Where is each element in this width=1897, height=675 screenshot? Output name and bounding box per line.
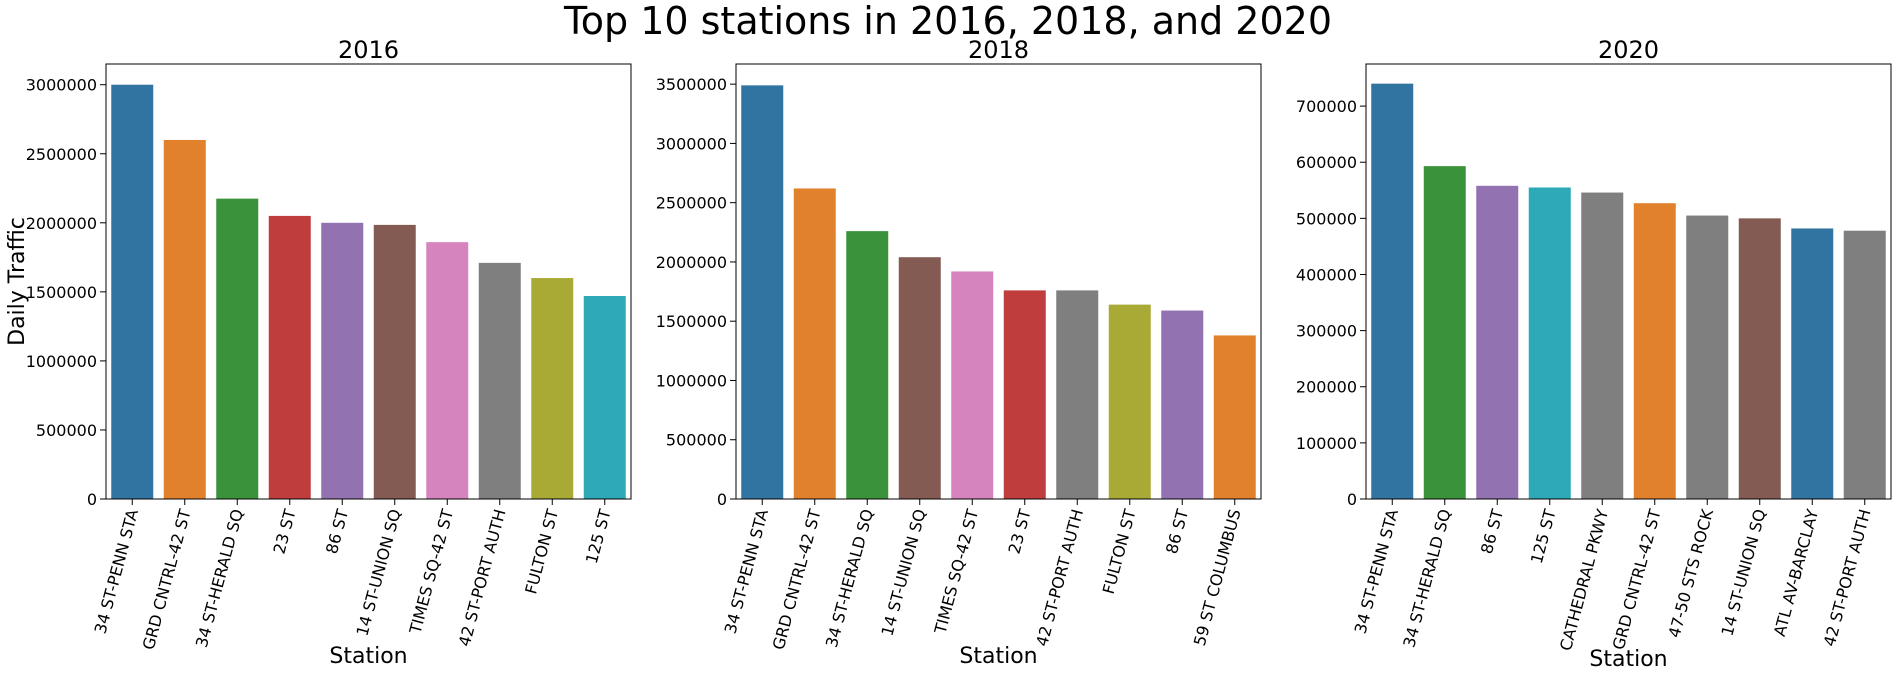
x-axis-label: Station xyxy=(1589,647,1667,672)
subplot-title: 2018 xyxy=(968,36,1029,64)
bar-42-st-port-auth xyxy=(1843,230,1886,499)
y-tick-label: 500000 xyxy=(666,431,727,450)
x-tick-label: 34 ST-HERALD SQ xyxy=(822,507,877,649)
x-tick-label: FULTON ST xyxy=(1099,507,1140,596)
y-tick-label: 2000000 xyxy=(656,253,727,272)
subplot-title: 2020 xyxy=(1598,36,1659,64)
bar-59-st-columbus xyxy=(1213,335,1256,499)
x-tick-label: 47-50 STS ROCK xyxy=(1665,507,1718,640)
bar-47-50-sts-rock xyxy=(1686,215,1729,500)
y-tick-label: 100000 xyxy=(1296,434,1357,453)
bar-34-st-herald-sq xyxy=(1423,166,1466,499)
y-tick-label: 500000 xyxy=(36,421,97,440)
bar-86-st xyxy=(1161,310,1204,499)
y-tick-label: 1000000 xyxy=(26,352,97,371)
x-tick-label: GRD CNTRL-42 ST xyxy=(1609,507,1665,652)
x-tick-label: GRD CNTRL-42 ST xyxy=(139,507,195,652)
x-tick-label: 34 ST-PENN STA xyxy=(721,507,773,636)
bar-grd-cntrl-42-st xyxy=(793,188,836,499)
bar-14-st-union-sq xyxy=(373,224,416,499)
x-axis-label: Station xyxy=(959,644,1037,669)
bar-42-st-port-auth xyxy=(478,262,521,499)
y-tick-label: 500000 xyxy=(1296,209,1357,228)
subplot-2016: 2016 Station Daily Traffic 0 500000 100000… xyxy=(5,36,632,669)
x-tick-label: 23 ST xyxy=(270,507,300,556)
y-tick-label: 0 xyxy=(87,490,97,509)
x-tick-label: 86 ST xyxy=(1477,507,1507,556)
y-tick-label: 3000000 xyxy=(656,134,727,153)
x-tick-label: 86 ST xyxy=(322,507,352,556)
bar-34-st-penn-sta xyxy=(1371,83,1414,500)
y-tick-label: 3500000 xyxy=(656,75,727,94)
bar-atl-av-barclay xyxy=(1791,228,1834,499)
subplot-2018: 2018 Station 0 500000 1000000 1500000 200000… xyxy=(656,36,1262,669)
y-tick-label: 0 xyxy=(717,490,727,509)
x-tick-label: FULTON ST xyxy=(521,507,562,596)
x-tick-label: 14 ST-UNION SQ xyxy=(1717,507,1769,638)
subplot-2020: 2020 Station 0 100000 200000 300000 400000 50… xyxy=(1296,36,1892,672)
bar-cathedral-pkwy xyxy=(1581,192,1624,500)
y-tick-label: 3000000 xyxy=(26,76,97,95)
y-tick-label: 200000 xyxy=(1296,378,1357,397)
bar-grd-cntrl-42-st xyxy=(1633,203,1676,499)
y-tick-label: 1500000 xyxy=(656,312,727,331)
x-tick-label: 42 ST-PORT AUTH xyxy=(455,507,510,648)
x-axis-label: Station xyxy=(329,644,407,669)
x-tick-label: 125 ST xyxy=(1527,507,1560,566)
x-tick-label: 59 ST COLUMBUS xyxy=(1190,507,1245,648)
x-tick-label: 42 ST-PORT AUTH xyxy=(1032,507,1087,648)
bar-34-st-penn-sta xyxy=(741,85,784,499)
x-tick-label: ATL AV-BARCLAY xyxy=(1770,507,1822,638)
bar-86-st xyxy=(321,222,364,499)
x-tick-label: CATHEDRAL PKWY xyxy=(1556,507,1612,653)
y-axis-label: Daily Traffic xyxy=(5,217,30,346)
x-tick-label: 34 ST-PENN STA xyxy=(91,507,143,636)
bar-fulton-st xyxy=(531,278,574,499)
x-tick-label: TIMES SQ-42 ST xyxy=(405,507,457,637)
bar-42-st-port-auth xyxy=(1056,290,1099,499)
y-tick-label: 0 xyxy=(1347,490,1357,509)
bar-34-st-herald-sq xyxy=(216,198,259,499)
y-tick-label: 600000 xyxy=(1296,153,1357,172)
bar-34-st-herald-sq xyxy=(846,231,889,499)
x-tick-label: 34 ST-PENN STA xyxy=(1351,507,1403,636)
x-tick-label: 14 ST-UNION SQ xyxy=(352,507,404,638)
x-tick-label: 42 ST-PORT AUTH xyxy=(1820,507,1875,648)
bar-23-st xyxy=(268,215,311,499)
bar-86-st xyxy=(1476,185,1519,500)
bar-34-st-penn-sta xyxy=(111,84,154,500)
bar-times-sq-42-st xyxy=(951,271,994,499)
x-tick-label: 14 ST-UNION SQ xyxy=(877,507,929,638)
y-tick-label: 1000000 xyxy=(656,371,727,390)
y-tick-label: 300000 xyxy=(1296,322,1357,341)
bar-times-sq-42-st xyxy=(426,242,469,499)
y-tick-label: 700000 xyxy=(1296,97,1357,116)
x-tick-label: 34 ST-HERALD SQ xyxy=(192,507,247,649)
x-tick-label: 34 ST-HERALD SQ xyxy=(1399,507,1454,649)
bar-fulton-st xyxy=(1108,304,1151,499)
bar-125-st xyxy=(1528,187,1571,500)
plot-frame xyxy=(105,63,632,500)
y-tick-label: 400000 xyxy=(1296,265,1357,284)
y-tick-label: 2500000 xyxy=(656,194,727,213)
y-tick-label: 2000000 xyxy=(26,214,97,233)
plot-frame xyxy=(735,63,1262,500)
x-tick-label: 86 ST xyxy=(1162,507,1192,556)
subplot-title: 2016 xyxy=(338,36,399,64)
figure-title: Top 10 stations in 2016, 2018, and 2020 xyxy=(563,0,1332,43)
y-tick-label: 2500000 xyxy=(26,145,97,164)
bar-14-st-union-sq xyxy=(898,257,941,499)
x-tick-label: 125 ST xyxy=(582,507,615,566)
bar-23-st xyxy=(1003,290,1046,499)
x-tick-label: TIMES SQ-42 ST xyxy=(930,507,982,637)
bar-14-st-union-sq xyxy=(1738,218,1781,499)
x-tick-label: GRD CNTRL-42 ST xyxy=(769,507,825,652)
bar-125-st xyxy=(583,296,626,499)
y-tick-label: 1500000 xyxy=(26,283,97,302)
x-tick-label: 23 ST xyxy=(1005,507,1035,556)
bar-grd-cntrl-42-st xyxy=(163,139,206,499)
plot-frame xyxy=(1365,63,1892,500)
